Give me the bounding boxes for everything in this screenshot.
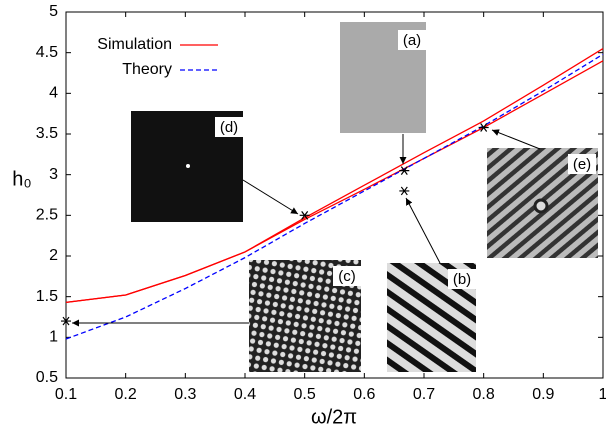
x-axis-label: ω/2π [311, 406, 357, 428]
inset-core [533, 198, 549, 214]
x-tick-label: 0.1 [55, 386, 77, 403]
plot-area [61, 11, 604, 379]
marker [478, 123, 489, 132]
y-tick-label: 3 [49, 166, 58, 183]
inset-label-box [568, 154, 596, 174]
inset-labels: (a) (b) (c) (d) (e) [215, 30, 596, 289]
marker [299, 210, 310, 220]
x-tick-label: 1 [599, 386, 606, 403]
y-tick-label: 0.5 [36, 369, 58, 386]
y-tick-label: 5 [49, 3, 58, 20]
x-tick-label: 0.2 [115, 386, 137, 403]
x-tick-label: 0.5 [294, 386, 316, 403]
x-tick-label: 0.7 [413, 386, 435, 403]
x-tick-label: 0.3 [174, 386, 196, 403]
x-tick-label: 0.4 [234, 386, 256, 403]
y-tick-label: 3.5 [36, 125, 58, 142]
y-axis-label: h₀ [12, 168, 31, 190]
plot-frame [65, 11, 604, 379]
x-tick-label: 0.8 [473, 386, 495, 403]
marker [399, 186, 410, 196]
arrow [491, 129, 541, 150]
inset-label: (b) [453, 271, 471, 288]
inset-label-box [333, 266, 361, 286]
inset-label: (e) [573, 156, 591, 173]
series-line [65, 60, 604, 304]
inset-label-box [448, 269, 476, 289]
inset-label: (c) [338, 268, 356, 285]
inset-label-box [398, 30, 426, 50]
inset-dot [186, 164, 190, 168]
inset-label-box [215, 117, 243, 137]
insets [72, 22, 598, 372]
marker [399, 166, 410, 175]
y-tick-label: 4 [49, 85, 58, 102]
series-line [65, 53, 604, 340]
arrow [242, 179, 299, 215]
y-tick-label: 4.5 [36, 44, 58, 61]
y-tick-label: 1.5 [36, 288, 58, 305]
legend-label: Theory [122, 61, 172, 78]
inset-label: (d) [220, 119, 238, 136]
y-tick-label: 2 [49, 247, 58, 264]
y-tick-label: 1 [49, 329, 58, 346]
legend-label: Simulation [97, 36, 172, 53]
marker [61, 316, 71, 326]
x-tick-label: 0.9 [532, 386, 554, 403]
x-tick-label: 0.6 [353, 386, 375, 403]
inset-label: (a) [403, 32, 421, 49]
arrow [405, 197, 441, 264]
y-tick-label: 2.5 [36, 207, 58, 224]
